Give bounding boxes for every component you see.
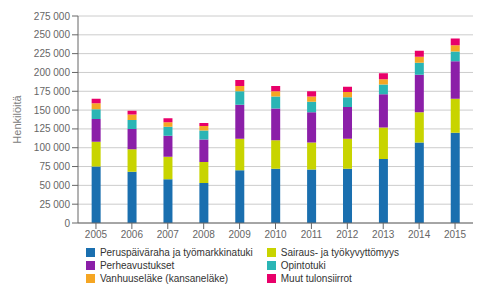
svg-text:2009: 2009 [228,229,251,240]
html-text:Sairaus- ja työkyvyttömyys: Sairaus- ja työkyvyttömyys [280,247,400,258]
svg-text:200 000: 200 000 [34,67,71,78]
svg-text:2007: 2007 [157,229,180,240]
svg-text:75 000: 75 000 [39,161,70,172]
svg-text:2006: 2006 [121,229,144,240]
svg-text:2015: 2015 [444,229,467,240]
svg-text:2010: 2010 [264,229,287,240]
svg-text:2012: 2012 [336,229,359,240]
svg-text:2005: 2005 [85,229,108,240]
svg-text:0: 0 [64,218,70,229]
svg-text:2011: 2011 [301,229,323,240]
svg-text:250 000: 250 000 [34,29,71,40]
svg-text:2008: 2008 [193,229,216,240]
html-text:Opintotuki: Opintotuki [280,260,326,271]
svg-text:150 000: 150 000 [34,105,71,116]
html-text:Muut tulonsiirrot: Muut tulonsiirrot [280,273,352,284]
svg-text:275 000: 275 000 [34,11,71,22]
svg-text:225 000: 225 000 [34,48,71,59]
svg-text:25 000: 25 000 [39,199,70,210]
svg-text:125 000: 125 000 [34,123,71,134]
svg-text:175 000: 175 000 [34,86,71,97]
svg-text:100 000: 100 000 [34,142,71,153]
html-text:Vanhuuseläke (kansaneläke): Vanhuuseläke (kansaneläke) [99,273,229,284]
html-text:Perheavustukset: Perheavustukset [99,260,175,271]
svg-text:Henkilöitä: Henkilöitä [11,94,23,143]
svg-text:2014: 2014 [408,229,431,240]
svg-text:2013: 2013 [372,229,395,240]
svg-text:50 000: 50 000 [39,180,70,191]
html-text:Peruspäiväraha ja työmarkkinat: Peruspäiväraha ja työmarkkinatuki [99,247,253,258]
